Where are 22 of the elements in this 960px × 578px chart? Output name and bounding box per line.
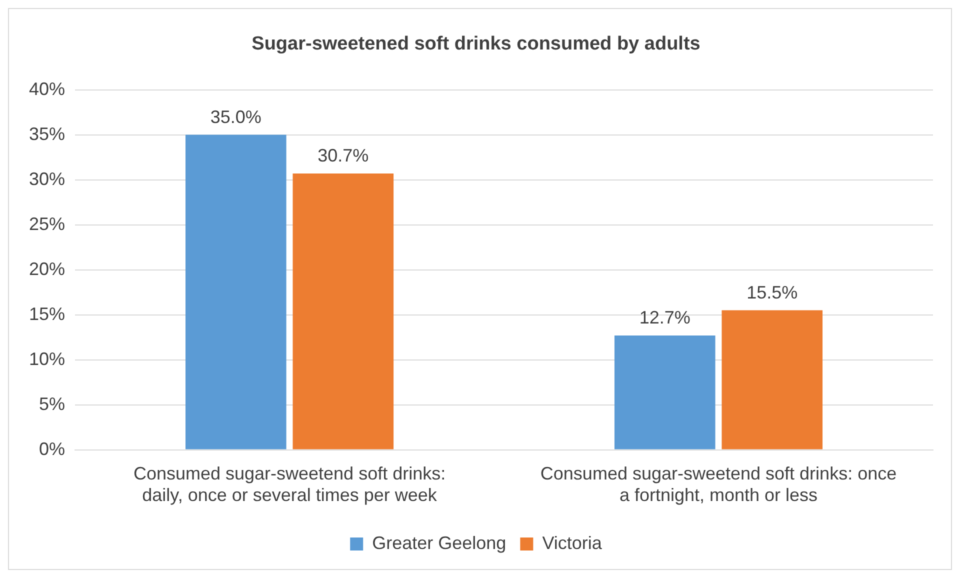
x-tick-label: Consumed sugar-sweetend soft drinks: daily, once or several times per week [133,464,446,506]
y-tick-label: 5% [39,394,66,414]
bar [614,336,716,450]
data-label: 35.0% [210,106,262,127]
y-tick-label: 0% [39,438,66,459]
x-tick-label: Consumed sugar-sweetend soft drinks: once a fortnight, month or less [540,464,897,506]
chart-title: Sugar-sweetened soft drinks consumed by adults [252,34,700,55]
y-tick-label: 30% [28,168,66,189]
bar [292,174,394,450]
y-tick-label: 20% [28,258,66,279]
y-tick-label: 15% [28,304,66,324]
bar [185,134,286,450]
y-tick-label: 10% [28,348,66,369]
data-label: 15.5% [746,282,798,302]
data-label: 30.7% [318,145,369,166]
data-label: 12.7% [639,307,690,328]
y-tick-label: 40% [28,78,66,99]
legend-label: Victoria [542,532,603,553]
bar [722,310,823,450]
y-tick-label: 35% [28,124,66,144]
y-tick-label: 25% [28,214,66,234]
legend-label: Greater Geelong [372,532,506,553]
